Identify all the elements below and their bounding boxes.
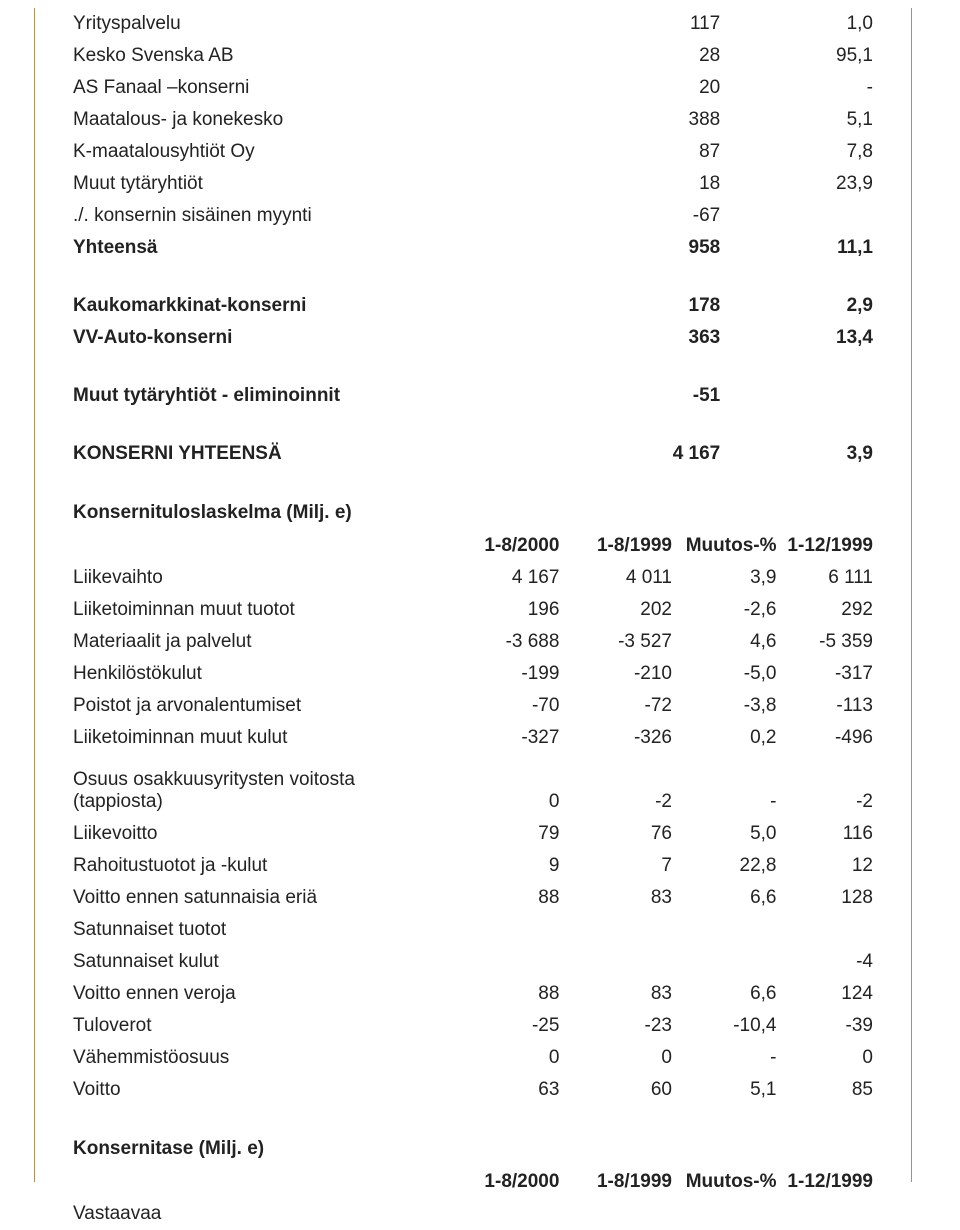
table-row: Voitto ennen satunnaisia eriä88836,6128	[71, 882, 875, 914]
table-row: Voitto63605,185	[71, 1074, 875, 1106]
table-row: Yrityspalvelu1171,0	[71, 8, 875, 40]
section-title: Konsernitase (Milj. e)	[71, 1132, 875, 1166]
table-row: Rahoitustuotot ja -kulut9722,812	[71, 850, 875, 882]
table-row: Liikevaihto4 1674 0113,96 111	[71, 562, 875, 594]
table-row: KONSERNI YHTEENSÄ4 1673,9	[71, 438, 875, 470]
page-content: Yrityspalvelu1171,0Kesko Svenska AB2895,…	[34, 8, 912, 1182]
segment-table: Yrityspalvelu1171,0Kesko Svenska AB2895,…	[71, 8, 875, 470]
table-row: K-maatalousyhtiöt Oy877,8	[71, 136, 875, 168]
section-title: Konsernituloslaskelma (Milj. e)	[71, 496, 875, 530]
table-row: Kesko Svenska AB2895,1	[71, 40, 875, 72]
table-row: Osuus osakkuusyritysten voitosta (tappio…	[71, 764, 875, 818]
table-header: 1-8/20001-8/1999Muutos-%1-12/1999	[71, 530, 875, 562]
table-row: Muut tytäryhtiöt - eliminoinnit-51	[71, 380, 875, 412]
table-row: Kaukomarkkinat-konserni1782,9	[71, 290, 875, 322]
table-row: Poistot ja arvonalentumiset-70-72-3,8-11…	[71, 690, 875, 722]
table-row: Vähemmistöosuus00-0	[71, 1042, 875, 1074]
table-row: Liikevoitto79765,0116	[71, 818, 875, 850]
table-row: Liiketoiminnan muut tuotot196202-2,6292	[71, 594, 875, 626]
table-row: Yhteensä95811,1	[71, 232, 875, 264]
table-row: Materiaalit ja palvelut-3 688-3 5274,6-5…	[71, 626, 875, 658]
table-row: Tuloverot-25-23-10,4-39	[71, 1010, 875, 1042]
table-row: Liiketoiminnan muut kulut-327-3260,2-496	[71, 722, 875, 754]
table-row: Vastaavaa	[71, 1198, 875, 1230]
balance-sheet-table: Konsernitase (Milj. e)1-8/20001-8/1999Mu…	[71, 1132, 875, 1230]
table-row: Henkilöstökulut-199-210-5,0-317	[71, 658, 875, 690]
income-statement-table: Konsernituloslaskelma (Milj. e)1-8/20001…	[71, 496, 875, 1106]
table-row: VV-Auto-konserni36313,4	[71, 322, 875, 354]
table-row: Maatalous- ja konekesko3885,1	[71, 104, 875, 136]
table-row: Voitto ennen veroja88836,6124	[71, 978, 875, 1010]
table-header: 1-8/20001-8/1999Muutos-%1-12/1999	[71, 1166, 875, 1198]
table-row: Satunnaiset kulut-4	[71, 946, 875, 978]
table-row: Muut tytäryhtiöt1823,9	[71, 168, 875, 200]
table-row: Satunnaiset tuotot	[71, 914, 875, 946]
table-row: AS Fanaal –konserni20-	[71, 72, 875, 104]
table-row: ./. konsernin sisäinen myynti-67	[71, 200, 875, 232]
